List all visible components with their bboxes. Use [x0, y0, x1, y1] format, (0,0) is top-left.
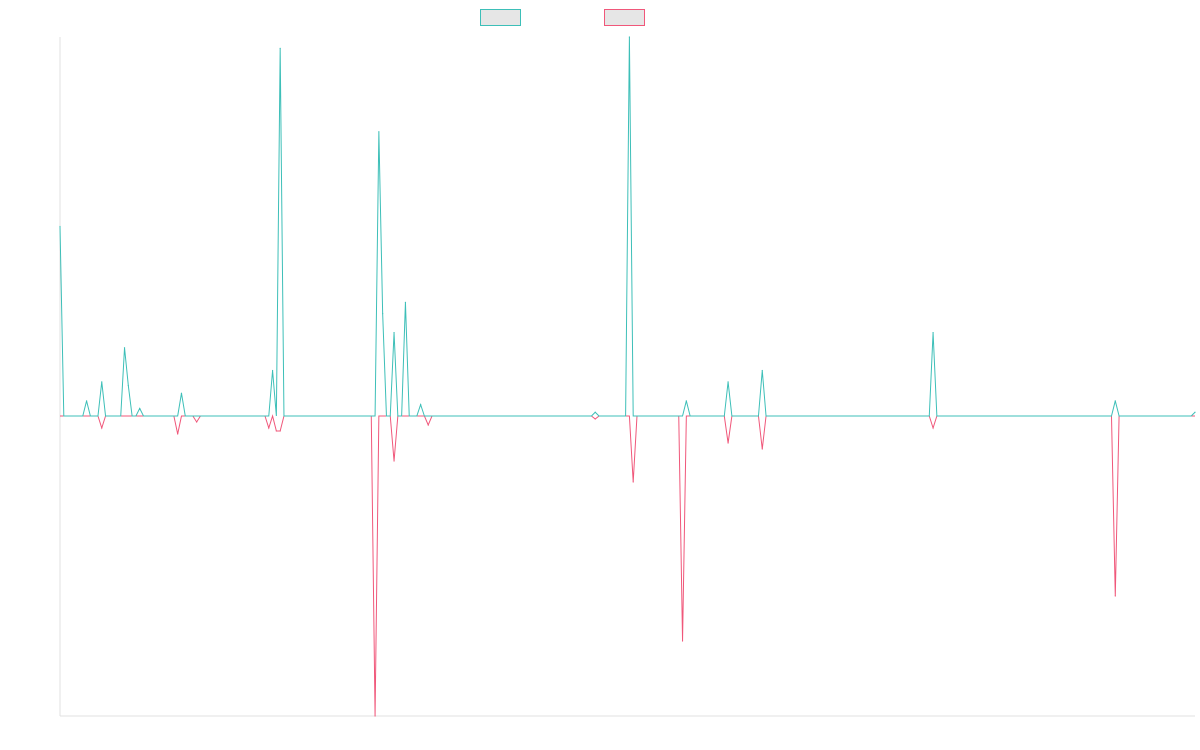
- series-1-point: [1114, 400, 1116, 402]
- series-2-point: [761, 448, 763, 450]
- series-1-point: [127, 385, 129, 387]
- series-2-point: [393, 460, 395, 462]
- series-2-point: [932, 427, 934, 429]
- series-1-point: [932, 332, 934, 334]
- series-2-point: [727, 442, 729, 444]
- series-2-point: [275, 430, 277, 432]
- legend: [480, 9, 645, 26]
- series-2-point: [374, 715, 376, 717]
- series-1-point: [685, 400, 687, 402]
- series-2-point: [1114, 595, 1116, 597]
- legend-swatch-series-1[interactable]: [480, 9, 521, 26]
- series-1-point: [85, 400, 88, 402]
- series-2-line: [60, 414, 1195, 717]
- series-layer: [59, 36, 1196, 717]
- series-2-point: [427, 424, 429, 426]
- series-2-point: [101, 427, 103, 429]
- series-2-point: [632, 481, 634, 483]
- series-2-point: [681, 640, 684, 642]
- legend-swatch-series-2[interactable]: [604, 9, 645, 26]
- series-1-point: [378, 131, 380, 133]
- series-1-point: [393, 332, 395, 334]
- series-1-line: [59, 36, 1196, 417]
- series-2-point: [268, 427, 270, 429]
- series-1-point: [761, 369, 763, 372]
- series-1-point: [180, 392, 183, 394]
- series-1-point: [382, 313, 384, 315]
- series-1-point: [420, 404, 422, 406]
- series-1-point: [727, 381, 729, 383]
- series-1-point: [628, 36, 631, 38]
- series-2-point: [196, 421, 198, 423]
- series-1-point: [123, 347, 126, 349]
- series-1-point: [59, 225, 61, 228]
- series-1-point: [271, 369, 274, 372]
- series-1: [59, 36, 1196, 417]
- series-1-point: [404, 301, 407, 303]
- series-1-point: [101, 381, 103, 383]
- series-2-point: [279, 430, 281, 432]
- series-1-point: [594, 411, 596, 413]
- series-1-point: [1194, 411, 1196, 413]
- axes: [59, 37, 1195, 717]
- series-1-point: [279, 47, 281, 49]
- series-2-point: [177, 433, 179, 435]
- series-1-point: [139, 407, 141, 410]
- series-2: [60, 414, 1195, 717]
- series-2-point: [594, 418, 596, 420]
